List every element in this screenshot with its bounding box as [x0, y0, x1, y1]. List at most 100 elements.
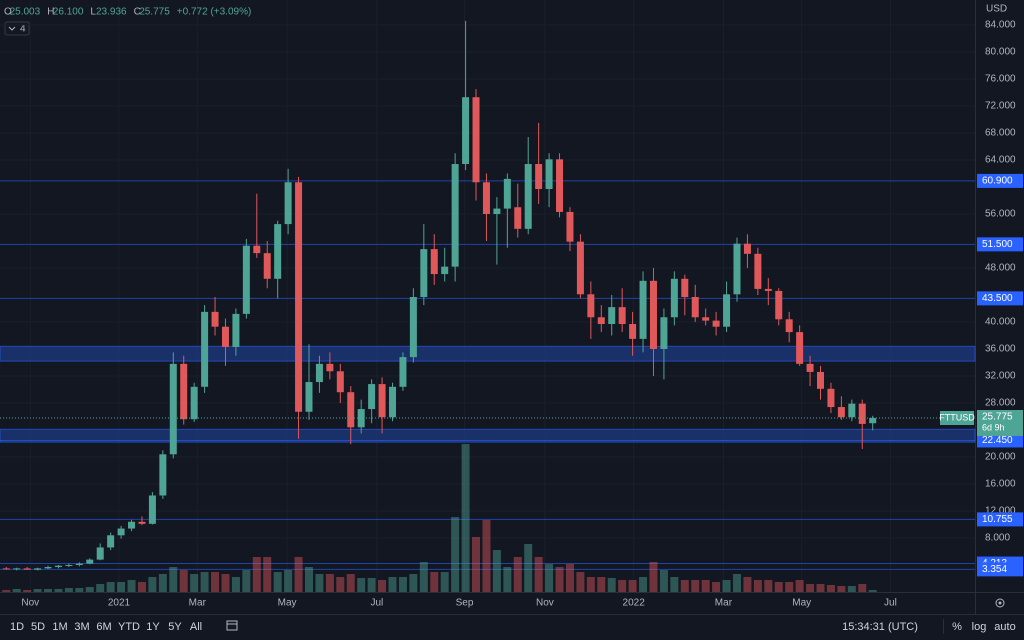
candle-body: [315, 363, 323, 383]
candle-body: [75, 563, 83, 565]
volume-bar: [524, 544, 533, 592]
candle-body: [65, 564, 73, 566]
volume-bar: [670, 577, 679, 592]
candle-body: [743, 243, 751, 254]
candle-body: [514, 207, 522, 229]
range-button[interactable]: 1M: [52, 621, 67, 633]
date-range-icon[interactable]: [226, 620, 238, 631]
y-tick-label: 32.000: [985, 371, 1016, 382]
scale-option[interactable]: %: [952, 621, 962, 633]
candle-body: [263, 253, 271, 279]
candle-body: [764, 288, 772, 291]
volume-bar: [649, 562, 658, 592]
settings-icon[interactable]: [995, 598, 1005, 608]
candle-body: [347, 392, 355, 428]
volume-bar: [211, 572, 220, 592]
volume-bar: [148, 577, 157, 592]
candle-body: [681, 278, 689, 298]
level-label: 10.755: [982, 514, 1013, 525]
candle-body: [482, 182, 490, 214]
candle-body: [712, 320, 720, 327]
scale-option[interactable]: auto: [994, 621, 1015, 633]
volume-bar: [482, 520, 491, 592]
range-button[interactable]: 5D: [31, 621, 45, 633]
price-label: 25.775: [982, 412, 1013, 423]
range-button[interactable]: 1Y: [146, 621, 160, 633]
candle-body: [357, 409, 365, 428]
candle-body: [649, 280, 657, 349]
candle-body: [702, 317, 710, 321]
candle-body: [524, 164, 532, 229]
candle-body: [660, 317, 668, 349]
volume-bar: [534, 557, 543, 592]
candle-body: [796, 332, 804, 364]
candle-body: [451, 164, 459, 267]
range-button[interactable]: YTD: [118, 621, 140, 633]
candle-body: [462, 97, 470, 165]
candle-body: [733, 243, 741, 295]
currency: USD: [986, 4, 1007, 15]
level-tag: [977, 237, 1023, 252]
scale-option[interactable]: log: [972, 621, 987, 633]
volume-bar: [774, 582, 783, 592]
level-tag: [977, 173, 1023, 188]
x-tick-label: Nov: [21, 598, 39, 609]
y-tick-label: 8.000: [985, 533, 1010, 544]
symbol-tag: [940, 411, 974, 426]
candle-body: [305, 382, 313, 412]
volume-bar: [221, 574, 230, 592]
y-tick-label: 80.000: [985, 47, 1016, 58]
volume-bar: [743, 577, 752, 592]
y-tick-label: 40.000: [985, 317, 1016, 328]
volume-bar: [304, 567, 313, 592]
volume-bar: [461, 444, 470, 592]
volume-bar: [492, 550, 501, 592]
symbol-label: FTTUSD: [939, 412, 975, 422]
level-tag: [977, 562, 1023, 577]
volume-bar: [200, 572, 209, 592]
candle-body: [754, 253, 762, 289]
x-tick-label: Sep: [456, 598, 474, 609]
volume-bar: [96, 584, 105, 592]
ohlc-key: H: [47, 7, 54, 18]
candle-body: [274, 224, 282, 279]
candle-body: [556, 159, 564, 212]
x-tick-label: Nov: [536, 598, 554, 609]
candle-body: [336, 371, 344, 393]
candle-body: [253, 245, 261, 254]
level-tag: [977, 512, 1023, 527]
x-tick-label: May: [792, 598, 811, 609]
volume-bar: [847, 586, 856, 592]
zone: [0, 428, 976, 443]
candle-body: [608, 307, 616, 325]
candle-body: [284, 182, 292, 225]
level-label: 43.500: [982, 293, 1013, 304]
volume-bar: [231, 577, 240, 592]
candle-body: [535, 164, 543, 190]
range-button[interactable]: 1D: [10, 621, 24, 633]
candle-body: [399, 357, 407, 387]
candle-body: [232, 313, 240, 347]
volume-bar: [23, 590, 32, 592]
candle-body: [180, 363, 188, 420]
range-button[interactable]: 5Y: [168, 621, 182, 633]
volume-bar: [190, 574, 199, 592]
ohlc-value: 25.003: [10, 7, 41, 18]
ohlc-key: C: [134, 7, 141, 18]
candle-body: [409, 297, 417, 358]
range-button[interactable]: 3M: [74, 621, 89, 633]
volume-bar: [419, 562, 428, 592]
candle-body: [597, 317, 605, 325]
volume-bar: [722, 580, 731, 592]
volume-bar: [555, 567, 564, 592]
volume-bar: [252, 557, 261, 592]
range-button[interactable]: 6M: [96, 621, 111, 633]
indicator-chip[interactable]: [4, 21, 30, 36]
candle-body: [44, 567, 52, 569]
level-label: 60.900: [982, 176, 1013, 187]
range-button[interactable]: All: [190, 621, 202, 633]
volume-bar: [806, 584, 815, 592]
level-label: 3.354: [982, 564, 1007, 575]
candle-body: [389, 386, 397, 418]
